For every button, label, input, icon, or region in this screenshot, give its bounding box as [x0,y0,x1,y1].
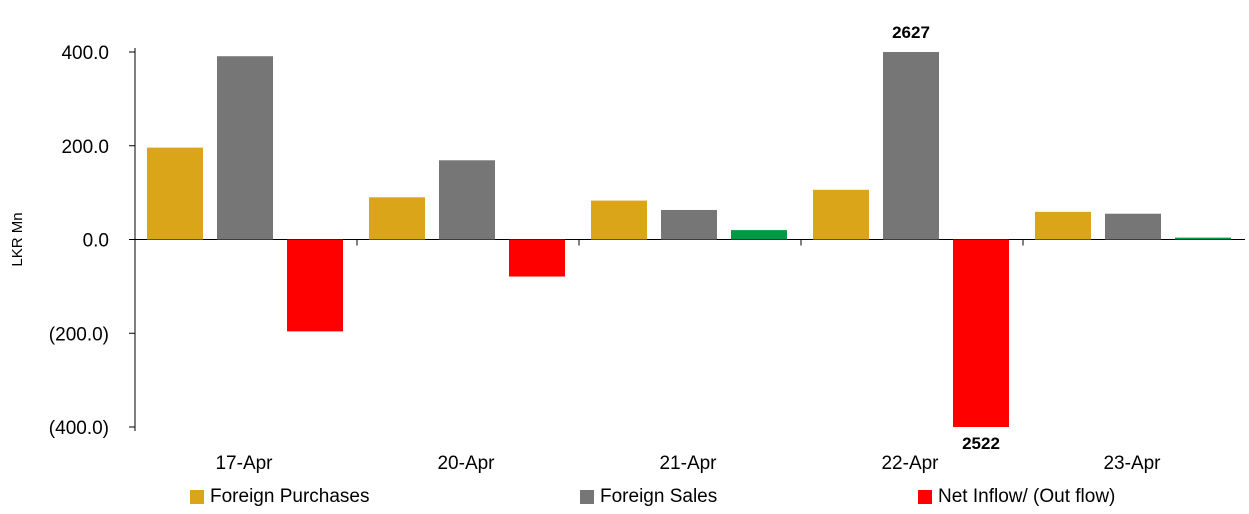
legend-label-foreign-sales: Foreign Sales [600,486,718,507]
bar-21-Apr-series-1 [661,209,717,240]
x-tick-label: 23-Apr [1103,453,1161,474]
legend-item-foreign-purchases: Foreign Purchases [190,486,369,508]
bar-21-Apr-series-0 [591,200,647,240]
legend-item-net-inflow: Net Inflow/ (Out flow) [918,486,1115,508]
y-tick-label: 0.0 [83,231,109,252]
legend-swatch-foreign-sales [580,490,594,504]
legend-label-foreign-purchases: Foreign Purchases [210,486,370,507]
bar-23-Apr-series-0 [1035,211,1091,240]
bar-20-Apr-series-1 [439,160,495,240]
bar-17-Apr-series-2 [287,239,343,332]
y-tick-label: (400.0) [49,418,109,439]
x-tick-label: 21-Apr [659,453,717,474]
x-tick-label: 20-Apr [437,453,495,474]
legend-swatch-net-inflow [918,490,932,504]
bar-17-Apr-series-0 [147,147,203,240]
y-tick-label: 400.0 [61,43,109,64]
data-label-annotation: 2627 [892,23,930,42]
bar-17-Apr-series-1 [217,56,273,240]
bar-22-Apr-series-1 [883,52,939,240]
legend-item-foreign-sales: Foreign Sales [580,486,717,508]
bar-23-Apr-series-1 [1105,213,1161,240]
data-label-annotation: 2522 [962,434,1000,453]
bar-20-Apr-series-2 [509,239,565,277]
bar-22-Apr-series-0 [813,189,869,240]
x-tick-label: 17-Apr [215,453,273,474]
x-tick-label: 22-Apr [881,453,939,474]
y-axis-label: LKR Mn [9,212,26,266]
legend-swatch-foreign-purchases [190,490,204,504]
bar-chart: 400.0 200.0 0.0 (200.0) (400.0) LKR Mn 17-Apr 2… [9,23,1245,474]
y-tick-label: 200.0 [61,137,109,158]
bar-20-Apr-series-0 [369,197,425,240]
bar-22-Apr-series-2 [953,239,1009,427]
bar-21-Apr-series-2 [731,230,787,240]
y-tick-label: (200.0) [49,324,109,345]
bar-23-Apr-series-2 [1175,237,1231,240]
legend: Foreign Purchases Foreign Sales Net Infl… [0,486,1249,514]
legend-label-net-inflow: Net Inflow/ (Out flow) [938,486,1116,507]
